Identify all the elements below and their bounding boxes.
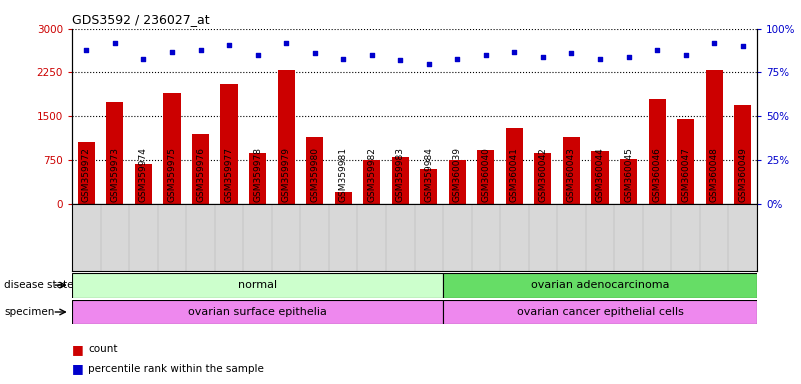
Point [736,43,749,49]
Point [708,40,721,46]
Bar [392,157,409,204]
Bar [135,164,152,204]
Point [394,57,407,63]
Bar [72,300,443,324]
Bar [563,137,580,204]
Text: normal: normal [238,280,277,290]
Bar [163,93,180,204]
Bar [72,273,443,298]
Point [594,55,606,61]
Bar [677,119,694,204]
Point [508,48,521,55]
Bar [649,99,666,204]
Text: ■: ■ [72,343,84,356]
Point [280,40,292,46]
Point [80,47,93,53]
Point [194,47,207,53]
Bar [335,192,352,204]
Point [108,40,121,46]
Point [422,61,435,67]
Point [480,52,493,58]
Bar [534,153,551,204]
Point [308,50,321,56]
Text: count: count [88,344,118,354]
Bar [107,102,123,204]
Point [365,52,378,58]
Point [336,55,349,61]
Point [679,52,692,58]
Bar [306,137,323,204]
Bar [706,70,723,204]
Bar [443,273,757,298]
Bar [734,104,751,204]
Text: ovarian adenocarcinoma: ovarian adenocarcinoma [531,280,670,290]
Bar [78,142,95,204]
Bar [249,153,266,204]
Bar [363,160,380,204]
Bar [421,169,437,204]
Bar [192,134,209,204]
Point [252,52,264,58]
Text: ovarian surface epithelia: ovarian surface epithelia [188,307,327,317]
Point [137,55,150,61]
Text: percentile rank within the sample: percentile rank within the sample [88,364,264,374]
Text: GDS3592 / 236027_at: GDS3592 / 236027_at [72,13,210,26]
Point [650,47,663,53]
Text: specimen: specimen [4,307,54,317]
Point [537,54,549,60]
Text: disease state: disease state [4,280,74,290]
Bar [620,159,637,204]
Bar [449,160,466,204]
Point [565,50,578,56]
Bar [591,151,609,204]
Bar [443,300,757,324]
Text: ■: ■ [72,362,84,375]
Point [451,55,464,61]
Text: ovarian cancer epithelial cells: ovarian cancer epithelial cells [517,307,683,317]
Bar [220,84,238,204]
Bar [505,128,523,204]
Point [166,48,179,55]
Point [223,41,235,48]
Point [622,54,635,60]
Bar [277,70,295,204]
Bar [477,150,494,204]
